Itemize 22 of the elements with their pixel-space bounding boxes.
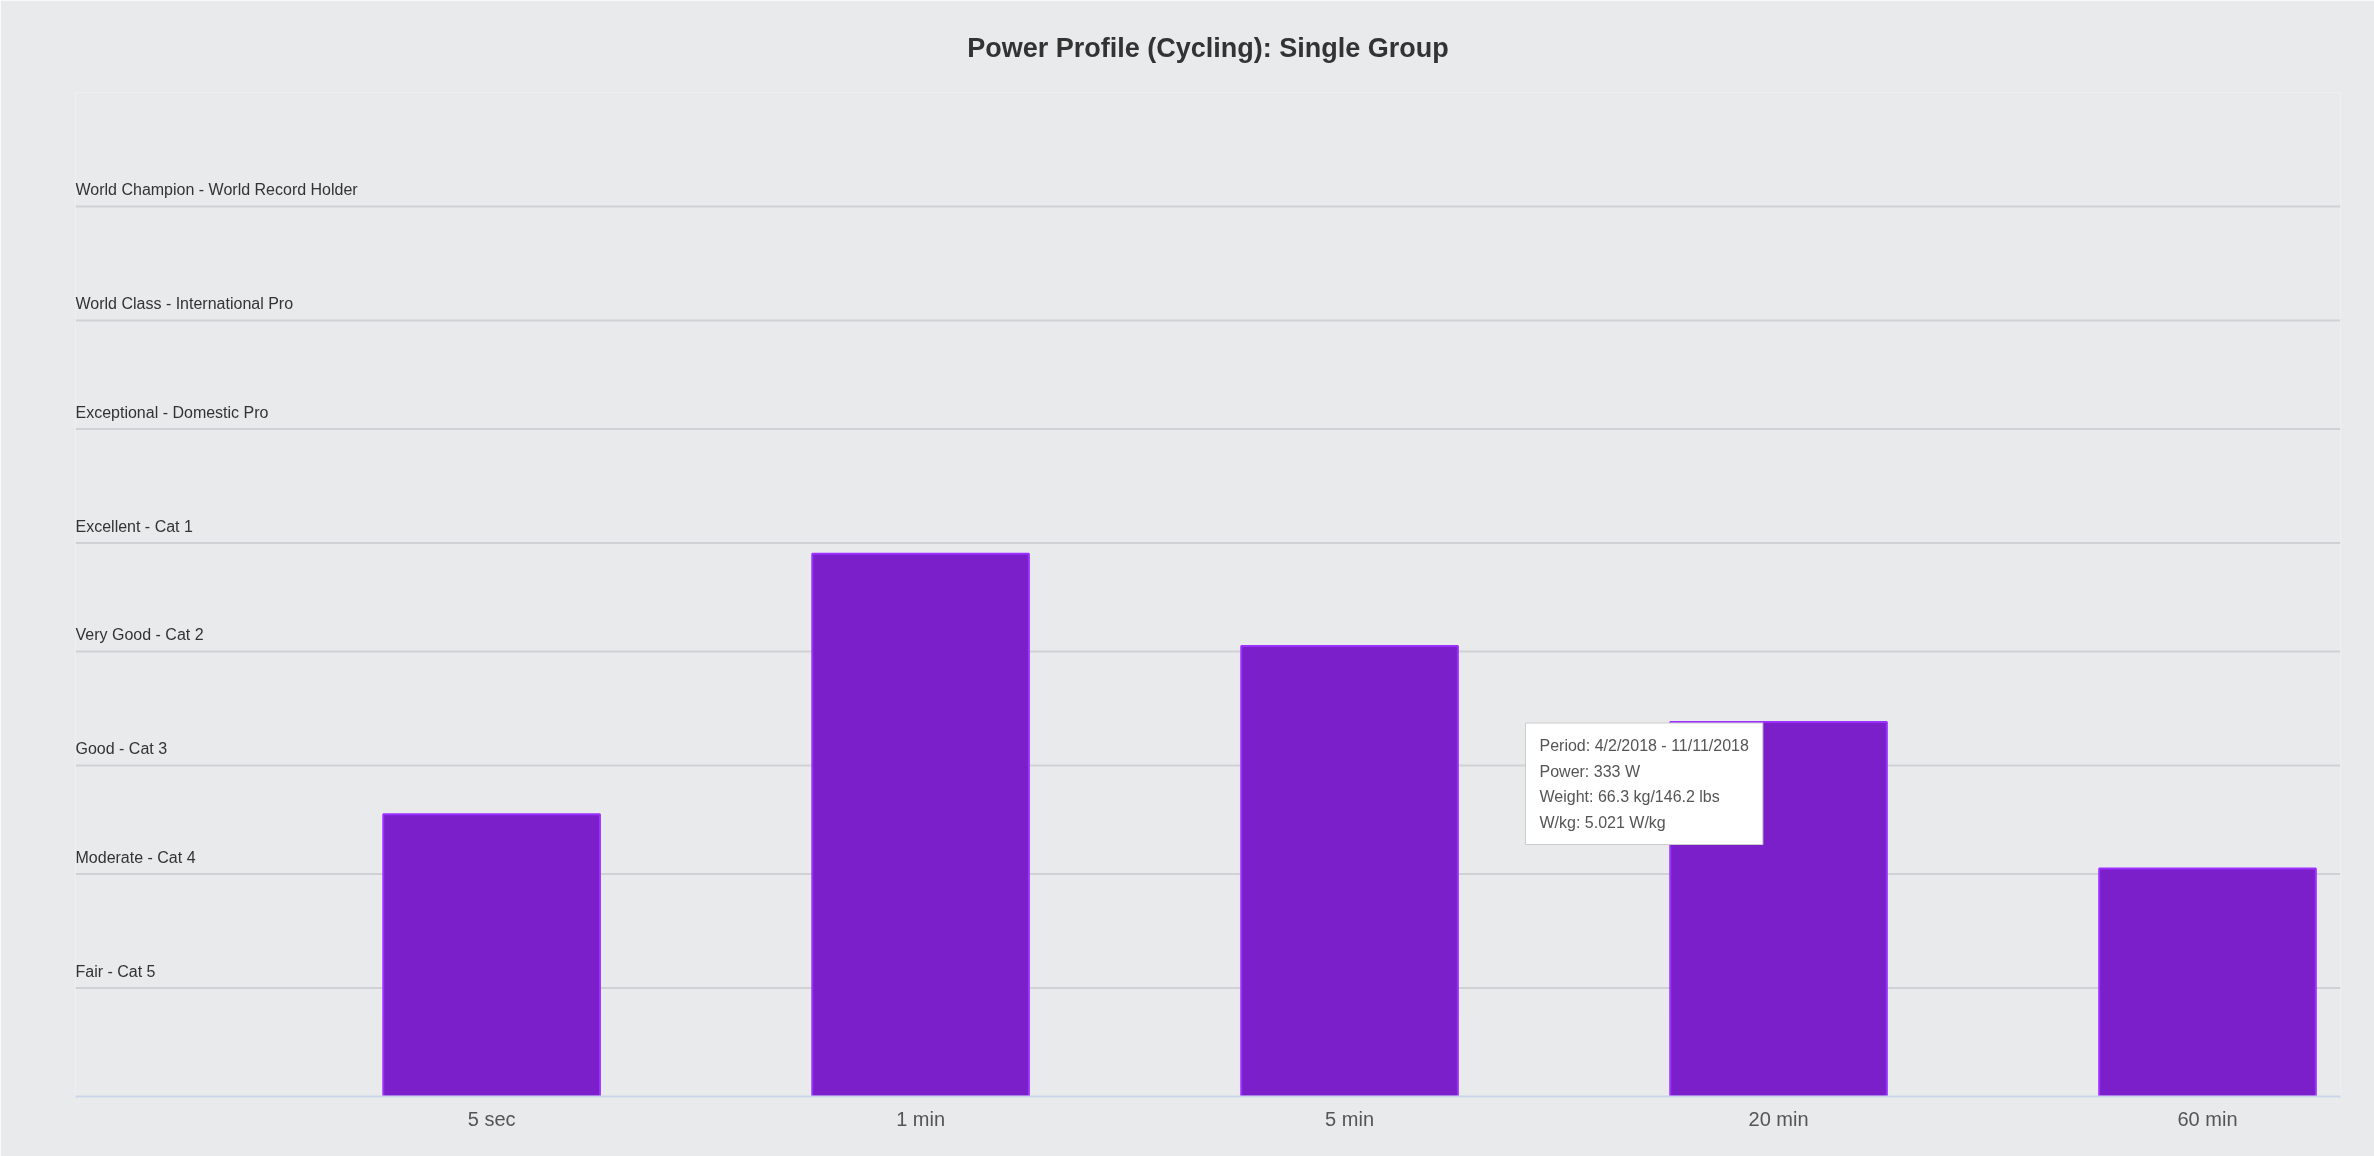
x-tick-label: 20 min: [1748, 1107, 1809, 1130]
annotation: Power: 333 W: [1539, 762, 1641, 780]
x-tick-label: 60 min: [2177, 1107, 2238, 1130]
ref-line-label: World Class - International Pro: [75, 295, 294, 313]
x-tick-label: 5 min: [1325, 1107, 1375, 1130]
annotation: Weight: 66.3 kg/146.2 lbs: [1539, 788, 1720, 805]
bar: [382, 813, 601, 1097]
ref-line-label: Very Good - Cat 2: [75, 626, 204, 644]
bar: [811, 552, 1030, 1097]
ref-line-label: Excellent - Cat 1: [75, 517, 193, 535]
bar: [1240, 645, 1459, 1097]
annotation: Period: 4/2/2018 - 11/11/2018: [1539, 737, 1749, 754]
ref-line-label: Good - Cat 3: [75, 740, 168, 758]
ref-line-label: World Champion - World Record Holder: [75, 181, 359, 199]
ref-line-label: Moderate - Cat 4: [75, 848, 196, 866]
bar: [2098, 867, 2317, 1097]
annotation: W/kg: 5.021 W/kg: [1539, 813, 1666, 831]
chart-title: Power Profile (Cycling): Single Group: [967, 32, 1449, 63]
x-tick-label: 5 sec: [467, 1107, 516, 1130]
ref-line-label: Fair - Cat 5: [75, 962, 156, 980]
x-tick-label: 1 min: [896, 1107, 946, 1130]
ref-line-label: Exceptional - Domestic Pro: [75, 403, 269, 421]
